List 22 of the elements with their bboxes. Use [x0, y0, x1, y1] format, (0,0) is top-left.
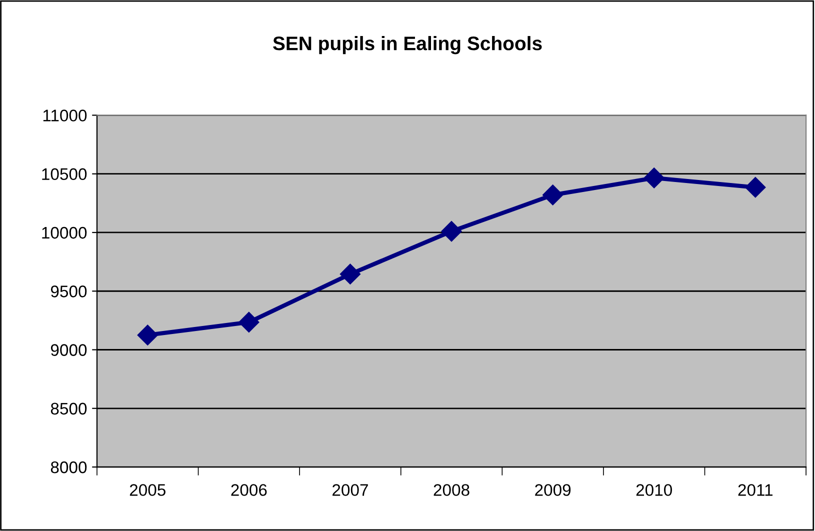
y-tick-label: 9000	[50, 344, 87, 356]
point	[542, 184, 564, 206]
point	[238, 312, 260, 333]
point	[137, 324, 158, 346]
x-tick-label: 2006	[231, 484, 267, 496]
y-tick-label: 9500	[50, 286, 87, 298]
x-tick-label: 2007	[332, 484, 368, 496]
point	[644, 168, 664, 188]
y-tick-label: 10500	[42, 168, 87, 180]
y-tick-label: 11000	[43, 110, 87, 122]
chart-title: SEN pupils in Ealing Schools	[273, 36, 542, 54]
y-tick-label: 8000	[50, 461, 87, 474]
point	[441, 220, 462, 242]
x-tick-label: 2011	[738, 484, 772, 496]
x-tick-label: 2008	[434, 484, 470, 496]
x-tick-label: 2009	[535, 484, 571, 496]
point	[745, 177, 766, 198]
x-tick-label: 2010	[636, 484, 672, 496]
y-tick-label: 10000	[42, 226, 87, 239]
point	[340, 264, 361, 284]
y-tick-label: 8500	[50, 402, 87, 415]
x-tick-label: 2005	[130, 484, 166, 496]
